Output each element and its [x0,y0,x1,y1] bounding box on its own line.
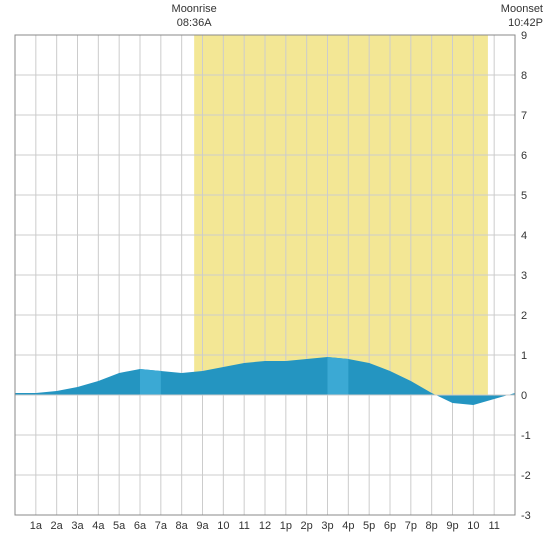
moonset-time: 10:42P [508,17,543,29]
x-tick-label: 7p [405,520,417,532]
y-tick-label: 0 [521,390,527,402]
y-tick-label: -2 [521,470,531,482]
x-tick-label: 3a [71,520,84,532]
tide-area-light [140,369,161,395]
y-tick-label: 8 [521,70,527,82]
x-tick-label: 1a [30,520,43,532]
y-tick-label: 3 [521,270,527,282]
x-tick-label: 4a [92,520,105,532]
x-tick-label: 10 [217,520,229,532]
x-tick-label: 9a [196,520,209,532]
x-tick-label: 5p [363,520,375,532]
x-tick-label: 6a [134,520,147,532]
tide-chart: 1a2a3a4a5a6a7a8a9a1011121p2p3p4p5p6p7p8p… [0,0,550,550]
x-tick-label: 8p [426,520,438,532]
y-tick-label: 1 [521,350,527,362]
moonrise-label: Moonrise [172,3,217,15]
y-tick-label: -3 [521,510,531,522]
y-tick-label: 5 [521,190,527,202]
x-tick-label: 3p [321,520,333,532]
x-tick-label: 4p [342,520,354,532]
x-tick-label: 6p [384,520,396,532]
moon-band [194,35,488,395]
x-tick-label: 10 [467,520,479,532]
x-tick-label: 5a [113,520,126,532]
y-tick-label: 6 [521,150,527,162]
x-tick-label: 2a [51,520,64,532]
chart-svg: 1a2a3a4a5a6a7a8a9a1011121p2p3p4p5p6p7p8p… [0,0,550,550]
x-tick-label: 1p [280,520,292,532]
tide-area-light [328,357,349,395]
moonset-label: Moonset [501,3,543,15]
moonrise-time: 08:36A [177,17,213,29]
x-tick-label: 9p [446,520,458,532]
x-tick-label: 12 [259,520,271,532]
x-tick-label: 11 [238,520,249,532]
y-tick-label: -1 [521,430,531,442]
y-tick-label: 2 [521,310,527,322]
x-tick-label: 7a [155,520,168,532]
x-tick-label: 11 [488,520,499,532]
x-tick-label: 2p [301,520,313,532]
x-tick-label: 8a [176,520,189,532]
y-tick-label: 9 [521,30,527,42]
y-tick-label: 4 [521,230,527,242]
y-tick-label: 7 [521,110,527,122]
